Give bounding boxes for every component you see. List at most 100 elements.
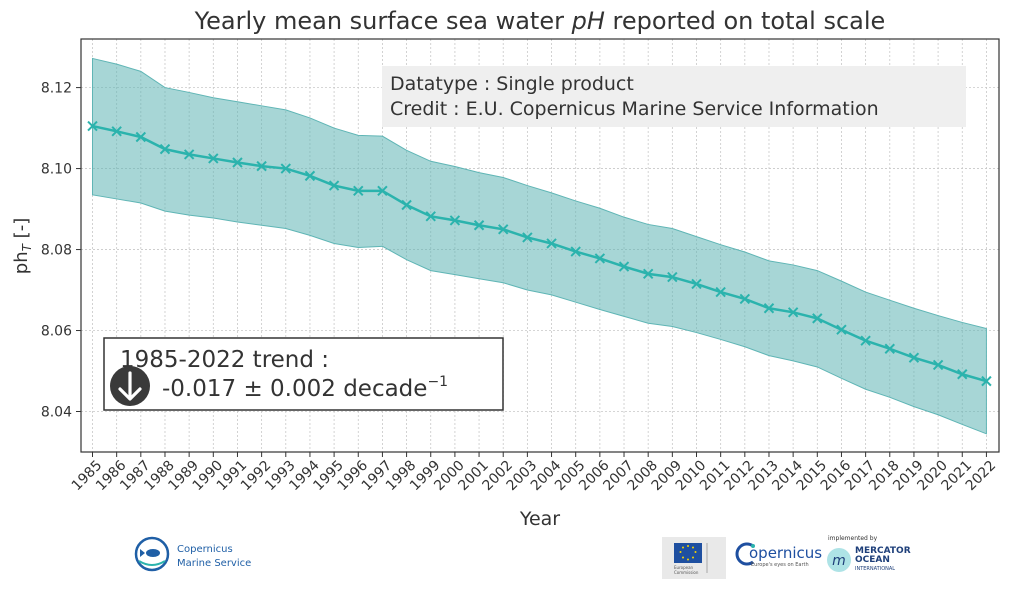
eu-commission-logo: European Commission: [662, 537, 726, 579]
data-point-stroke: [908, 352, 920, 363]
plot-frame: [80, 38, 1000, 453]
data-point: [739, 293, 751, 305]
data-point-stroke: [280, 163, 291, 174]
mercator-logo-line1: MERCATOR: [855, 546, 911, 556]
data-point-stroke: [763, 303, 775, 314]
mercator-logo-line2: OCEAN: [855, 555, 890, 565]
data-point: [932, 359, 944, 371]
data-point-stroke: [522, 232, 533, 243]
data-point: [208, 153, 219, 164]
data-point-stroke: [256, 160, 267, 172]
data-point-stroke: [618, 261, 630, 272]
y-tick-label: 8.04: [41, 405, 72, 421]
mercator-logo-prefix: implemented by: [828, 535, 878, 542]
data-point: [401, 199, 412, 211]
y-axis-label: phT [-]: [11, 218, 34, 274]
data-point-stroke: [812, 313, 823, 324]
data-point-stroke: [353, 185, 364, 197]
data-point-stroke: [135, 131, 147, 143]
data-point: [522, 232, 533, 243]
cms-logo-line1: Copernicus: [177, 544, 233, 555]
uncertainty-band-area: [92, 57, 987, 435]
data-point: [449, 215, 461, 226]
data-point: [256, 160, 267, 172]
data-point: [763, 303, 775, 314]
svg-text:m: m: [832, 553, 846, 569]
data-point-stroke: [594, 253, 606, 264]
trend-box-frame: [103, 337, 504, 411]
copernicus-c-icon: [735, 542, 755, 566]
mercator-logo-line3: INTERNATIONAL: [855, 566, 896, 572]
data-point-stroke: [715, 286, 726, 298]
data-point: [957, 369, 968, 380]
trend-box-line1: 1985-2022 trend :: [120, 347, 329, 373]
data-point-stroke: [498, 224, 509, 235]
series-line-layer: [92, 124, 987, 383]
data-point-stroke: [739, 293, 751, 305]
uncertainty-band: [92, 57, 987, 435]
data-point-stroke: [425, 211, 436, 222]
data-point-stroke: [570, 246, 581, 257]
data-point: [787, 307, 799, 318]
data-point-stroke: [328, 180, 340, 191]
data-point-stroke: [473, 220, 485, 231]
data-point: [328, 180, 340, 191]
y-tick-label: 8.06: [41, 324, 72, 340]
data-point: [353, 185, 364, 197]
data-point: [642, 268, 654, 280]
data-point-stroke: [159, 143, 171, 155]
data-point: [884, 343, 895, 354]
data-point: [860, 335, 871, 346]
info-box-line2: Credit : E.U. Copernicus Marine Service …: [390, 98, 879, 120]
info-box-background: [382, 66, 966, 127]
data-point: [981, 375, 992, 387]
info-box: Datatype : Single product Credit : E.U. …: [382, 66, 966, 127]
data-point-stroke: [691, 278, 702, 290]
data-point-stroke: [449, 215, 461, 226]
info-box-line1: Datatype : Single product: [390, 73, 634, 95]
data-point: [836, 324, 847, 335]
copernicus-marine-logo: Copernicus Marine Service: [133, 535, 263, 575]
data-point: [667, 271, 678, 283]
marker-layer: [87, 120, 992, 387]
copernicus-logo: opernicus Europe's eyes on Earth: [735, 541, 822, 573]
copernicus-logo-tagline: Europe's eyes on Earth: [751, 562, 809, 568]
fish-icon: [134, 536, 170, 572]
data-point: [304, 170, 316, 182]
data-point-stroke: [377, 185, 388, 197]
data-point-stroke: [183, 149, 195, 160]
y-tick-labels: 8.04 8.06 8.08 8.10 8.12: [41, 81, 81, 421]
data-point: [232, 157, 243, 168]
trend-box: 1985-2022 trend : -0.017 ± 0.002 decade−…: [103, 337, 504, 411]
y-tick-label: 8.10: [41, 162, 72, 178]
data-point: [183, 149, 195, 160]
eu-flag-icon: [662, 537, 726, 579]
data-point: [111, 126, 122, 137]
arrow-down-circle-icon: [110, 366, 150, 406]
data-point: [618, 261, 630, 272]
data-point-stroke: [884, 343, 895, 354]
data-point-stroke: [836, 324, 847, 335]
data-point: [498, 224, 509, 235]
data-point-stroke: [111, 126, 122, 137]
data-point: [280, 163, 291, 174]
y-tick-label: 8.12: [41, 81, 72, 97]
cms-logo-line2: Marine Service: [177, 558, 252, 569]
data-point-stroke: [232, 157, 243, 168]
y-tick-label: 8.08: [41, 243, 72, 259]
trend-box-line2: -0.017 ± 0.002 decade−1: [162, 374, 448, 402]
eu-logo-caption2: Commission: [674, 570, 699, 575]
data-point: [377, 185, 388, 197]
data-point-stroke: [932, 359, 944, 371]
mercator-m-icon: m: [827, 548, 851, 572]
data-point: [546, 238, 557, 249]
mercator-ocean-logo: implemented by m MERCATOR OCEAN INTERNAT…: [826, 535, 926, 577]
data-point: [908, 352, 920, 363]
data-point: [594, 253, 606, 264]
data-point-stroke: [957, 369, 968, 380]
data-point: [87, 120, 98, 132]
data-point: [159, 143, 171, 155]
data-point: [691, 278, 702, 290]
data-point-stroke: [546, 238, 557, 249]
data-point-stroke: [304, 170, 316, 182]
